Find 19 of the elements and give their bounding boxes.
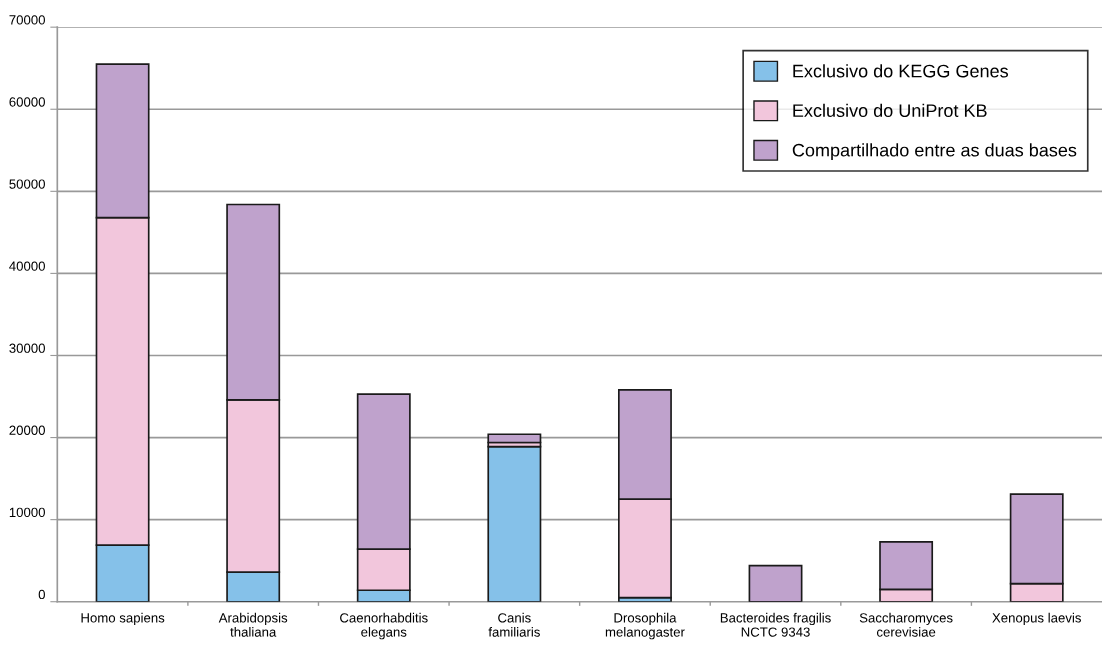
x-tick-label: Caenorhabditis elegans (340, 612, 428, 640)
y-tick-label: 60000 (9, 97, 45, 107)
y-tick-label: 0 (38, 589, 45, 600)
x-tick-label: Homo sapiens (81, 612, 165, 626)
legend-label: Exclusivo do KEGG Genes (793, 64, 1008, 78)
legend-label: Exclusivo do UniProt KB (793, 103, 987, 118)
x-tick-label: Bacteroides fragilis NCTC 9343 (720, 612, 831, 637)
x-tick-label: Saccharomyces cerevisiae (859, 612, 953, 637)
y-tick-label: 50000 (9, 179, 45, 189)
legend-label: Compartilhado entre as duas bases (792, 143, 1077, 161)
y-tick-label: 20000 (9, 425, 45, 435)
y-tick-label: 10000 (9, 507, 45, 518)
y-tick-label: 30000 (9, 343, 45, 353)
x-tick-label: Drosophila melanogaster (605, 612, 685, 640)
x-tick-label: Canis familiaris (488, 612, 540, 637)
x-tick-label: Arabidopsis thaliana (218, 612, 288, 637)
y-tick-label: 70000 (9, 15, 45, 25)
x-tick-label: Xenopus laevis (992, 612, 1081, 626)
y-tick-label: 40000 (9, 261, 45, 271)
